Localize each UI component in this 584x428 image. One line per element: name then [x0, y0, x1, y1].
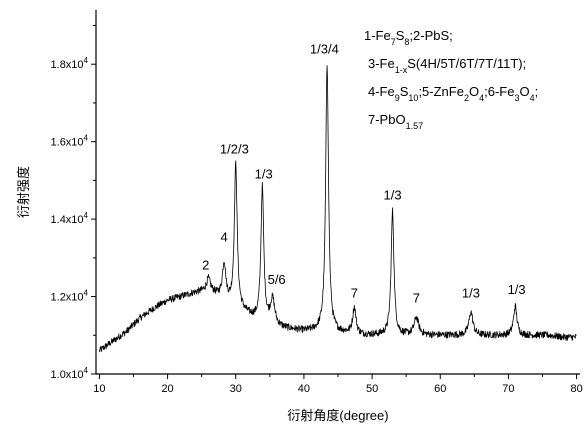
peak-label: 1/3/4: [310, 41, 339, 56]
x-axis-title: 衍射角度(degree): [287, 408, 388, 423]
x-tick-label: 10: [93, 383, 105, 395]
x-tick-label: 50: [366, 383, 378, 395]
x-tick-label: 80: [570, 383, 582, 395]
peak-label: 1/3: [508, 282, 526, 297]
peak-label: 7: [351, 285, 358, 300]
phase-legend-line: 4-Fe9S10;5-ZnFe2O4;6-Fe3O4;: [368, 84, 538, 103]
diffraction-series-line: [99, 65, 577, 353]
y-tick-label: 1.8x104: [51, 56, 89, 71]
peak-label: 1/2/3: [220, 141, 249, 156]
x-tick-label: 70: [502, 383, 514, 395]
phase-legend: 1-Fe7S8;2-PbS; 3-Fe1-xS(4H/5T/6T/7T/11T);…: [364, 28, 538, 131]
peak-label: 1/3: [255, 166, 273, 181]
y-axis-ticks: 1.0x104 1.2x104 1.4x104 1.6x104 1.8x104: [51, 24, 96, 381]
x-tick-label: 30: [230, 383, 242, 395]
axes: 10 20 30 40 50 60 70 80 1.0x1041.2x1041.4x1041.…: [51, 10, 583, 395]
peak-label: 2: [202, 257, 209, 272]
y-tick-label: 1.4x104: [51, 211, 89, 226]
y-axis-title: 衍射强度: [16, 166, 31, 218]
x-tick-label: 60: [434, 383, 446, 395]
peak-label: 1/3: [383, 187, 401, 202]
x-axis-ticks: 10 20 30 40 50 60 70 80: [93, 374, 583, 395]
phase-legend-line: 7-PbO1.57: [368, 112, 423, 131]
peak-label: 7: [413, 290, 420, 305]
y-tick-label: 1.0x104: [51, 366, 89, 381]
y-tick-label: 1.2x104: [51, 289, 89, 304]
peak-label: 1/3: [462, 285, 480, 300]
y-tick-label: 1.6x104: [51, 134, 89, 149]
plot-area: [99, 65, 577, 353]
peak-annotations: 24 1/2/3 1/3 5/6 1/3/4 7 1/3 7 1/3 1/3: [202, 41, 526, 305]
phase-legend-line: 1-Fe7S8;2-PbS;: [364, 28, 453, 47]
peak-label: 5/6: [268, 272, 286, 287]
phase-legend-line: 3-Fe1-xS(4H/5T/6T/7T/11T);: [368, 56, 526, 75]
x-tick-label: 40: [298, 383, 310, 395]
peak-label: 4: [221, 230, 228, 245]
x-tick-label: 20: [161, 383, 173, 395]
